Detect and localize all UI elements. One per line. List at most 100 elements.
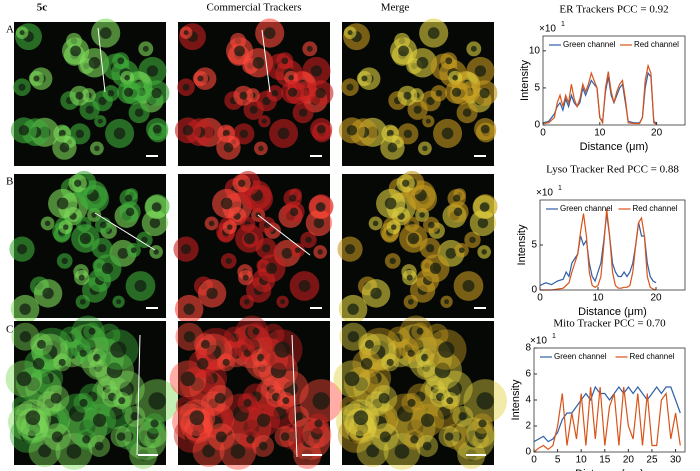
nucleus [42, 287, 54, 300]
nucleus [242, 274, 249, 281]
nucleus [205, 371, 218, 385]
nucleus [462, 280, 475, 292]
nucleus [429, 262, 442, 274]
nucleus [85, 105, 94, 114]
x-tick-label: 0 [537, 293, 543, 304]
nucleus [125, 194, 133, 202]
nucleus [289, 194, 297, 202]
nucleus [452, 75, 458, 81]
nucleus [208, 220, 215, 227]
nucleus [62, 224, 69, 230]
y-scale-base: ×10 [539, 24, 556, 35]
nucleus [451, 87, 462, 97]
nucleus [410, 435, 419, 444]
nucleus [110, 341, 127, 358]
nucleus [270, 362, 287, 379]
nucleus [141, 236, 148, 244]
nucleus [258, 364, 267, 372]
nucleus [294, 247, 301, 254]
nucleus [317, 249, 323, 255]
legend-label: Green channel [563, 40, 616, 49]
nucleus [407, 349, 415, 357]
nucleus [230, 347, 242, 359]
y-scale-exponent: 1 [558, 185, 562, 192]
nucleus [266, 384, 275, 394]
nucleus [445, 247, 457, 259]
nucleus [94, 364, 103, 372]
y-axis-label: Intensity [519, 60, 531, 101]
nucleus [233, 405, 250, 422]
nucleus [398, 45, 409, 57]
nucleus [246, 435, 255, 444]
x-tick-label: 20 [623, 455, 635, 466]
nucleus [427, 27, 440, 39]
nucleus [257, 353, 265, 362]
nucleus [477, 217, 489, 229]
nucleus [441, 127, 454, 140]
nucleus [79, 419, 96, 436]
nucleus [130, 412, 139, 421]
nucleus [19, 331, 31, 343]
nucleus [234, 45, 245, 57]
nucleus [426, 96, 435, 106]
nucleus [25, 410, 41, 426]
nucleus [390, 224, 397, 230]
nucleus [82, 435, 91, 444]
nucleus [243, 349, 251, 357]
nucleus [45, 416, 59, 429]
nucleus [407, 398, 416, 407]
nucleus [394, 333, 404, 343]
nucleus [150, 419, 159, 428]
nucleus [230, 333, 240, 343]
nucleus [142, 45, 149, 52]
nucleus [435, 392, 445, 402]
nucleus [386, 129, 394, 137]
nucleus [282, 397, 290, 405]
nucleus [256, 413, 271, 427]
nucleus [402, 179, 410, 187]
nucleus [33, 75, 40, 82]
nucleus [118, 397, 126, 405]
x-tick-label: 20 [651, 128, 663, 139]
y-scale-exponent: 1 [552, 333, 556, 340]
nucleus [370, 344, 386, 360]
nucleus [86, 391, 98, 402]
nucleus [153, 249, 159, 255]
nucleus [92, 413, 107, 427]
nucleus [372, 220, 379, 227]
nucleus [361, 75, 368, 82]
nucleus [214, 392, 226, 404]
nucleus [104, 330, 114, 340]
legend-label: Green channel [554, 352, 607, 361]
nucleus [107, 392, 117, 402]
nucleus [148, 392, 166, 410]
x-tick-label: 15 [599, 455, 611, 466]
nucleus [373, 416, 387, 429]
nucleus [191, 430, 200, 439]
nucleus [438, 341, 455, 358]
chart-title: Mito Tracker PCC = 0.70 [553, 318, 666, 330]
nucleus [147, 427, 159, 440]
nucleus [262, 96, 271, 106]
nucleus [58, 129, 66, 137]
nucleus [125, 207, 135, 217]
nucleus [355, 430, 364, 439]
nucleus [66, 347, 78, 359]
micrographs [5, 18, 508, 470]
nucleus [413, 105, 422, 114]
nucleus [243, 419, 260, 436]
y-tick-label: 5 [531, 240, 537, 251]
profile-line [261, 29, 271, 93]
nucleus [271, 90, 279, 97]
nucleus [281, 57, 289, 65]
nucleus [79, 232, 92, 245]
nucleus [134, 280, 147, 292]
profile-line [291, 334, 298, 458]
column-header: Commercial Trackers [206, 2, 301, 14]
nucleus [313, 217, 325, 229]
nucleus [416, 56, 429, 69]
nucleus [66, 333, 76, 343]
nucleus [94, 145, 100, 152]
nucleus [243, 298, 250, 305]
